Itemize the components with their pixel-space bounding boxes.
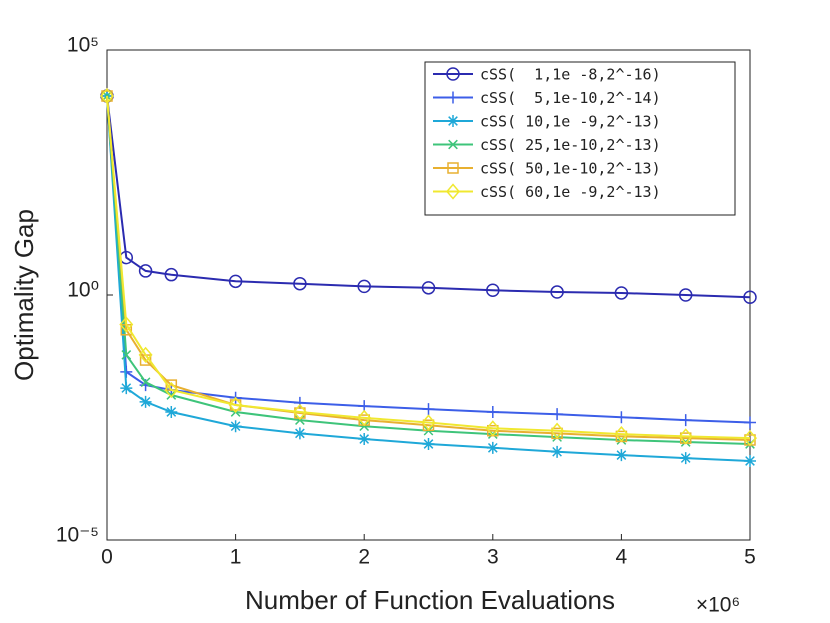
marker <box>422 403 435 416</box>
y-tick-label: 10⁰ <box>67 279 99 302</box>
marker <box>614 286 629 300</box>
marker <box>119 316 134 333</box>
marker <box>678 288 693 302</box>
marker <box>100 87 114 105</box>
marker <box>229 420 242 433</box>
marker <box>743 429 757 447</box>
marker <box>293 396 306 409</box>
marker <box>486 283 500 298</box>
series-line <box>106 95 751 299</box>
marker <box>293 427 306 440</box>
marker <box>486 441 499 454</box>
x-tick-label: 3 <box>487 546 499 569</box>
marker <box>140 377 151 388</box>
marker <box>485 420 500 437</box>
marker <box>551 445 564 458</box>
y-tick-label: 10⁻⁵ <box>56 524 99 547</box>
marker <box>551 408 564 421</box>
marker <box>228 396 243 414</box>
marker <box>292 403 307 421</box>
marker <box>138 346 153 364</box>
legend-label: cSS( 10,1e -9,2^-13) <box>480 113 661 131</box>
marker <box>550 285 564 299</box>
x-tick-label: 4 <box>616 546 628 569</box>
marker <box>138 264 153 278</box>
x-tick-label: 2 <box>358 546 370 569</box>
marker <box>614 425 629 443</box>
marker <box>359 421 370 432</box>
series-line <box>106 95 751 440</box>
marker <box>743 290 757 304</box>
series-line <box>106 95 751 441</box>
marker <box>358 433 371 446</box>
marker <box>357 409 372 427</box>
y-tick-label: 10⁵ <box>67 34 99 57</box>
legend-label: cSS( 5,1e-10,2^-14) <box>480 89 661 107</box>
marker <box>615 449 628 462</box>
marker <box>164 267 179 282</box>
legend-label: cSS( 60,1e -9,2^-13) <box>480 183 661 201</box>
marker <box>421 281 436 295</box>
x-tick-label: 1 <box>230 546 242 569</box>
x-tick-label: 0 <box>101 546 113 569</box>
marker <box>139 395 152 408</box>
x-tick-label: 5 <box>744 546 756 569</box>
marker <box>422 438 435 451</box>
marker <box>678 428 693 445</box>
x-axis-label: Number of Function Evaluations <box>245 585 615 615</box>
marker <box>293 276 307 291</box>
legend-marker <box>446 67 460 81</box>
y-axis-label: Optimality Gap <box>9 209 39 381</box>
legend-label: cSS( 50,1e-10,2^-13) <box>480 160 661 178</box>
legend-marker <box>448 139 458 150</box>
legend-label: cSS( 1,1e -8,2^-16) <box>480 66 661 84</box>
marker <box>164 381 179 399</box>
marker <box>120 382 133 395</box>
legend-label: cSS( 25,1e-10,2^-13) <box>480 136 661 154</box>
marker <box>165 405 178 418</box>
marker <box>486 405 499 418</box>
x-axis-multiplier: ×10⁶ <box>696 594 740 617</box>
legend-marker <box>447 91 459 104</box>
marker <box>744 454 756 467</box>
marker <box>421 414 436 431</box>
marker <box>744 416 756 429</box>
legend: cSS( 1,1e -8,2^-16) cSS( 5,1e-10,2^-14) cS… <box>424 61 736 216</box>
marker <box>615 411 628 424</box>
legend-marker <box>447 162 459 174</box>
marker <box>679 414 692 427</box>
marker <box>121 350 132 360</box>
legend-marker <box>447 115 459 127</box>
marker <box>550 422 565 439</box>
legend-box <box>424 61 736 216</box>
marker <box>679 452 692 465</box>
legend-marker <box>446 183 460 200</box>
marker <box>357 279 371 294</box>
marker <box>166 390 177 400</box>
marker <box>228 274 243 289</box>
